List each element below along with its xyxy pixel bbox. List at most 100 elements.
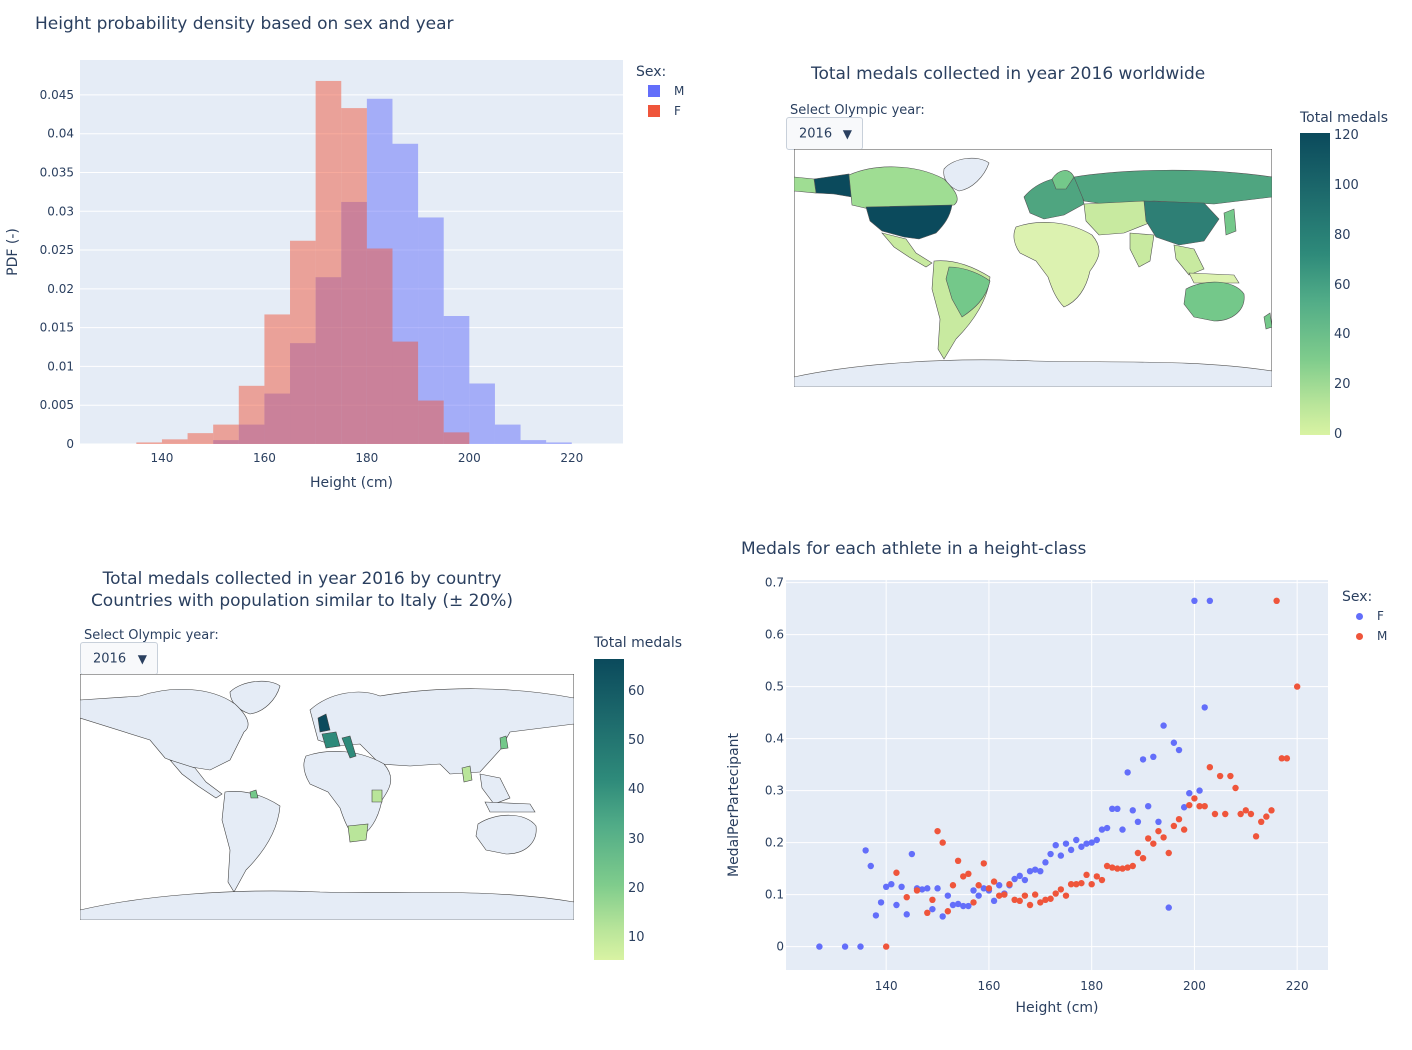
histogram-bar-f [290, 240, 316, 444]
scatter-point-m [1268, 807, 1275, 814]
map-china [1143, 200, 1220, 246]
map-uk [317, 713, 331, 733]
x-tick-label: 180 [1080, 979, 1103, 993]
legend-label-f: F [674, 104, 681, 118]
scatter-point-m [1258, 818, 1265, 825]
map-italy [341, 735, 357, 759]
scatter-point-m [1278, 755, 1285, 762]
scatter-point-f [903, 911, 910, 918]
scatter-point-m [970, 899, 977, 906]
map-russia [1073, 169, 1272, 205]
scatter-point-m [1186, 801, 1193, 809]
scatter-point-f [1134, 818, 1142, 825]
scatter-point-f [1088, 839, 1095, 846]
worldmap-year-dropdown[interactable]: 2016 ▼ [786, 117, 863, 150]
y-tick-label: 0.5 [765, 680, 784, 694]
scatter-title: Medals for each athlete in a height-clas… [741, 539, 1087, 559]
scatter-point-f [857, 943, 864, 950]
scatter-point-m [1196, 803, 1203, 810]
scatter-chart[interactable]: 0 0.1 0.2 0.3 0.4 0.5 0.6 0.7 140 160 180 200 220 Hei… [700, 560, 1350, 1040]
legend-marker-f [1356, 612, 1363, 620]
scatter-point-m [1078, 879, 1085, 887]
y-tick-label: 0.02 [47, 282, 74, 296]
histogram-title: Height probability density based on sex … [35, 14, 454, 34]
y-tick-label: 0.6 [765, 628, 784, 642]
worldmap-geo[interactable] [794, 149, 1272, 387]
scatter-point-m [1103, 862, 1111, 870]
histogram-bar-f [418, 400, 444, 444]
scatter-point-m [1057, 886, 1065, 893]
legend-item-f[interactable]: F [636, 104, 684, 118]
scatter-point-f [1067, 846, 1075, 854]
map-thailand [461, 765, 473, 783]
y-tick-label: 0.1 [765, 888, 784, 902]
x-tick-label: 180 [355, 451, 378, 465]
scatter-point-m [1144, 835, 1152, 842]
map-antarctica [794, 359, 1272, 387]
legend-marker-m [1356, 632, 1363, 640]
scatter-point-m [1052, 890, 1059, 897]
scatter-point-f [1042, 859, 1049, 866]
histogram-chart[interactable]: 0 0.005 0.01 0.015 0.02 0.025 0.03 0.035 0.04 0.0… [0, 0, 720, 520]
scatter-point-f [1165, 904, 1172, 911]
scatter-point-m [893, 869, 900, 876]
y-tick-label: 0.04 [47, 127, 74, 141]
scatter-point-f [1057, 852, 1065, 859]
scatter-point-f [1129, 807, 1136, 814]
legend-item-m[interactable]: M [1342, 629, 1387, 643]
colorbar-tick: 60 [1334, 278, 1351, 293]
scatter-point-f [939, 913, 946, 920]
scatter-point-m [975, 882, 982, 889]
colorbar-tick: 40 [628, 782, 645, 797]
italymap-dropdown-value: 2016 [93, 651, 127, 666]
histogram-bar-f [187, 433, 214, 444]
scatter-point-f [1026, 868, 1034, 875]
y-tick-label: 0.03 [47, 204, 74, 218]
legend-label-f: F [1377, 609, 1384, 623]
scatter-point-f [1180, 804, 1188, 811]
y-tick-label: 0.005 [40, 398, 74, 412]
scatter-point-m [1273, 597, 1280, 604]
map-africa [1013, 222, 1100, 308]
scatter-point-f [888, 881, 895, 888]
italymap-year-dropdown[interactable]: 2016 ▼ [80, 642, 158, 675]
scatter-point-m [1252, 833, 1260, 840]
histogram-bar-m [546, 442, 572, 444]
scatter-point-m [1093, 873, 1101, 880]
scatter-point-m [1160, 834, 1167, 841]
scatter-point-f [1144, 803, 1152, 810]
scatter-point-f [1150, 753, 1157, 760]
histogram-legend: Sex: M F [636, 64, 684, 118]
map-south-africa [347, 823, 369, 843]
scatter-point-m [1175, 816, 1183, 823]
italymap-title-line1: Total medals collected in year 2016 by c… [102, 569, 502, 589]
scatter-point-m [924, 909, 931, 916]
scatter-point-f [944, 892, 952, 899]
histogram-bar-f [443, 432, 470, 444]
scatter-point-f [970, 887, 977, 894]
scatter-point-m [1293, 683, 1301, 690]
histogram-bar-m [469, 383, 495, 444]
italymap-geo[interactable] [80, 674, 574, 920]
legend-item-f[interactable]: F [1342, 609, 1387, 623]
histogram-bar-f [315, 80, 342, 444]
legend-label-m: M [1377, 629, 1388, 643]
scatter-point-f [1011, 875, 1018, 883]
scatter-point-f [1196, 787, 1203, 794]
legend-item-m[interactable]: M [636, 84, 684, 98]
scatter-point-f [918, 886, 926, 893]
scatter-point-f [1073, 836, 1080, 844]
x-tick-label: 140 [875, 979, 898, 993]
map-mexico [881, 232, 933, 268]
scatter-point-f [862, 847, 869, 854]
scatter-point-f [1155, 818, 1162, 825]
scatter-point-m [1006, 881, 1013, 888]
scatter-point-m [1237, 810, 1244, 818]
x-tick-label: 160 [253, 451, 276, 465]
scatter-point-m [1016, 897, 1023, 905]
scatter-point-f [1170, 739, 1178, 746]
colorbar-tick: 50 [628, 733, 645, 748]
scatter-point-m [1119, 865, 1126, 872]
scatter-point-m [1216, 772, 1224, 780]
histogram-bar-f [238, 385, 265, 444]
